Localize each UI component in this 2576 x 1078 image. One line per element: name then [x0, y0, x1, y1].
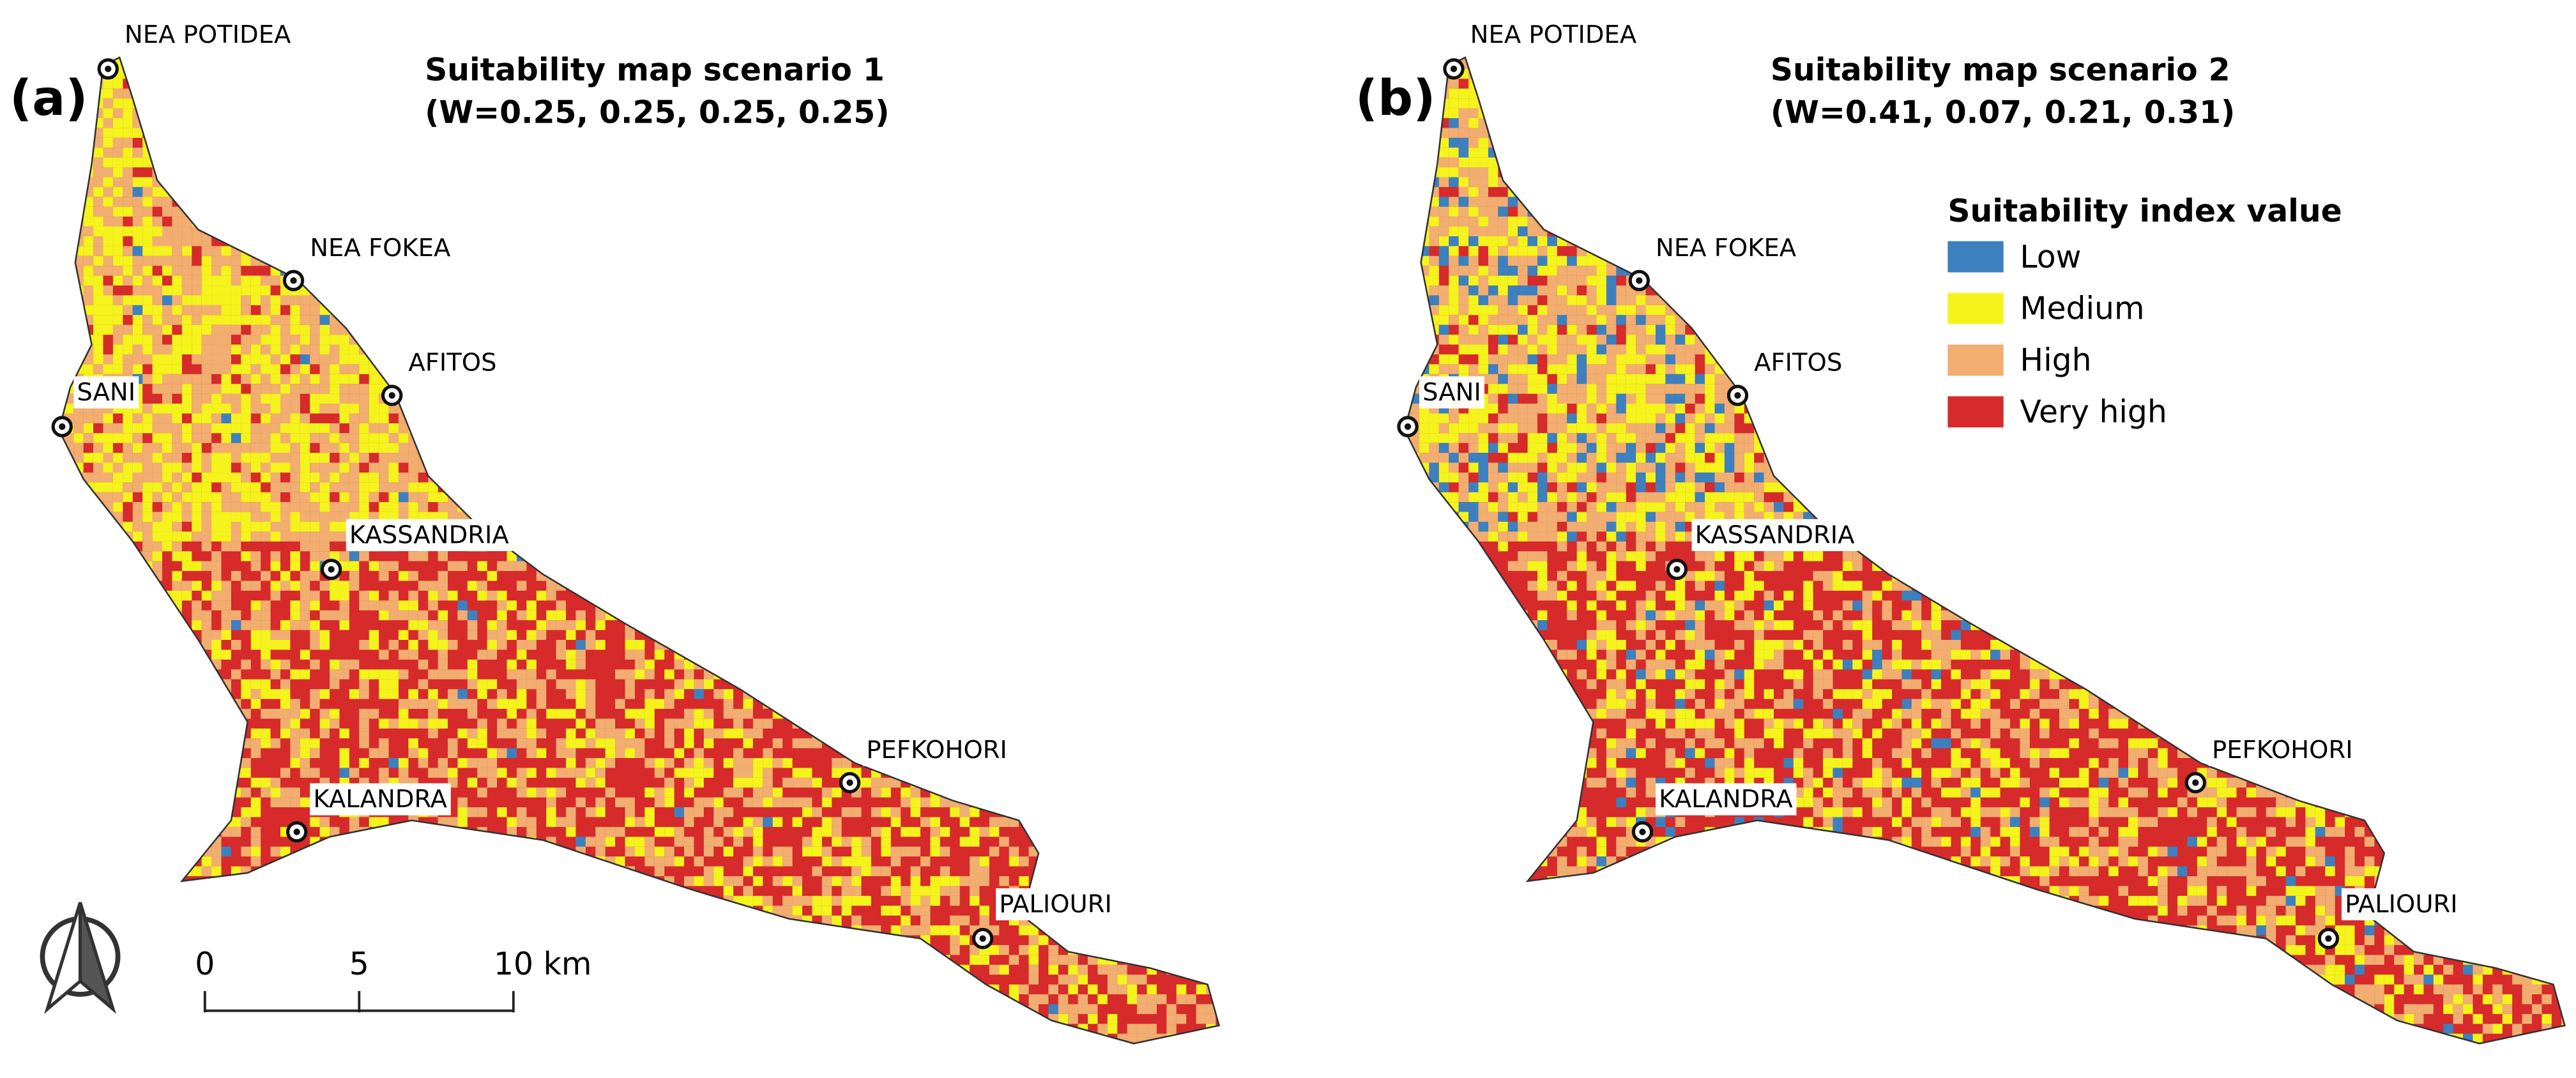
- legend-swatch: [1947, 292, 2004, 324]
- north-arrow: [40, 902, 121, 1014]
- map-title: Suitability map scenario 1: [425, 52, 885, 88]
- legend-swatch: [1947, 344, 2004, 376]
- map-panel: (b) Suitability map scenario 2 (W=0.41, 0.…: [1355, 19, 2566, 1045]
- scale-label: 10 km: [494, 946, 591, 982]
- place-label: NEA POTIDEA: [125, 20, 291, 49]
- place-label: SANI: [1422, 378, 1481, 407]
- place-label: AFITOS: [408, 349, 496, 377]
- map-panel: (a) Suitability map scenario 1 (W=0.25, 0.…: [10, 19, 1221, 1045]
- place-label: PALIOURI: [999, 890, 1112, 919]
- place-label: KALANDRA: [313, 785, 447, 814]
- place-label: PEFKOHORI: [866, 736, 1007, 764]
- coastline: [1403, 56, 2566, 1045]
- legend-swatch: [1947, 241, 2004, 273]
- legend-label: Low: [2020, 239, 2081, 275]
- place-label: PALIOURI: [2345, 890, 2458, 919]
- legend-swatch: [1947, 396, 2004, 428]
- scale-label: 0: [195, 946, 215, 982]
- place-label: NEA FOKEA: [1656, 234, 1797, 262]
- map-title: (W=0.25, 0.25, 0.25, 0.25): [425, 95, 889, 131]
- legend-label: Medium: [2020, 291, 2144, 327]
- place-label: NEA POTIDEA: [1470, 20, 1637, 49]
- place-label: PEFKOHORI: [2212, 736, 2353, 764]
- panel-label: (a): [10, 70, 88, 127]
- legend-label: Very high: [2020, 394, 2167, 430]
- scale-label: 5: [349, 946, 369, 982]
- scale-bar: 0 5 10 km: [195, 946, 591, 1013]
- map-title: Suitability map scenario 2: [1771, 52, 2230, 88]
- legend: Suitability index value Low Medium High Very…: [1947, 193, 2342, 430]
- place-label: KALANDRA: [1659, 785, 1793, 814]
- coastline: [57, 56, 1221, 1045]
- legend-title: Suitability index value: [1947, 193, 2342, 229]
- place-label: NEA FOKEA: [310, 234, 451, 262]
- panel-label: (b): [1355, 70, 1436, 127]
- place-label: KASSANDRIA: [1695, 520, 1855, 549]
- legend-label: High: [2020, 342, 2091, 379]
- place-label: KASSANDRIA: [349, 520, 509, 549]
- place-label: AFITOS: [1754, 349, 1842, 377]
- place-label: SANI: [77, 378, 135, 407]
- map-title: (W=0.41, 0.07, 0.21, 0.31): [1771, 95, 2235, 131]
